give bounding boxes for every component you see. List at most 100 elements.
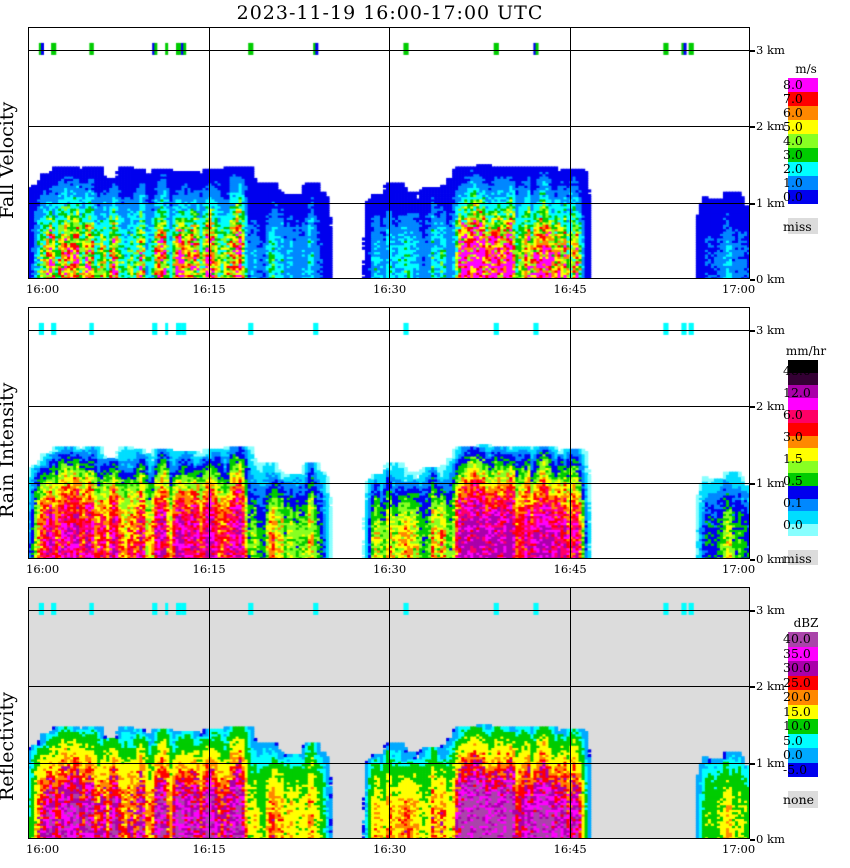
colorbar-swatch [788, 372, 818, 386]
colorbar-swatch [788, 448, 818, 461]
colorbar-swatch [788, 410, 818, 423]
colorbar-tick-label: 5.0 [783, 732, 803, 748]
colorbar-swatch [788, 675, 818, 690]
y-tick-mark [750, 50, 755, 52]
colorbar-tick-label: 40.0 [783, 631, 811, 647]
x-tick-label: 16:00 [26, 562, 60, 576]
colorbar-swatch [788, 498, 818, 512]
gridline-v-1 [209, 307, 210, 559]
y-tick-mark [750, 763, 755, 765]
colorbar-tick-label: 25.0 [783, 674, 811, 690]
colorbar-missing-swatch [788, 550, 818, 565]
colorbar-swatch [788, 190, 818, 204]
colorbar-swatch [788, 704, 818, 719]
y-tick-mark [750, 559, 755, 561]
gridline-v-3 [570, 307, 571, 559]
colorbar-tick-label: -5.0 [783, 761, 808, 777]
x-tick-label: 16:15 [192, 282, 226, 296]
colorbar-tick-label: 30.0 [783, 660, 811, 676]
y-tick-label: 2 km [756, 399, 785, 414]
colorbar-unit-label: dBZ [793, 616, 819, 630]
colorbar-swatch [788, 134, 818, 148]
colorbar-tick-label: 10.0 [783, 718, 811, 734]
axis-title-reflectivity: Reflectivity [0, 692, 18, 802]
colorbar-swatch [788, 762, 818, 777]
y-tick-label: 2 km [756, 119, 785, 134]
colorbar-swatch [788, 422, 818, 436]
y-tick-mark [750, 126, 755, 128]
y-tick-label: 0 km [756, 832, 785, 846]
colorbar-swatches [788, 632, 818, 777]
colorbar-tick-label: 4.0 [783, 133, 803, 148]
colorbar-swatch [788, 632, 818, 647]
colorbar-swatch [788, 106, 818, 120]
colorbar-swatch [788, 511, 818, 524]
x-tick-label: 17:00 [722, 842, 756, 856]
colorbar-swatch [788, 748, 818, 763]
colorbar-unit-label: m/s [795, 62, 817, 76]
colorbar-swatch [788, 733, 818, 748]
colorbar-tick-label: 48.0 [783, 363, 811, 379]
colorbar-swatches [788, 78, 818, 204]
colorbar-swatch [788, 485, 818, 499]
x-tick-label: 16:30 [373, 282, 407, 296]
colorbar-tick-label: 3.0 [783, 147, 803, 162]
y-tick-label: 0 km [756, 552, 785, 566]
y-tick-mark [750, 610, 755, 612]
colorbar-swatch [788, 92, 818, 106]
x-tick-label: 16:00 [26, 842, 60, 856]
colorbar-swatch [788, 473, 818, 486]
x-tick-label: 17:00 [722, 282, 756, 296]
colorbar-tick-label: 6.0 [783, 407, 803, 423]
gridline-v-1 [209, 587, 210, 839]
y-tick-mark [750, 406, 755, 408]
colorbar-swatch [788, 719, 818, 734]
colorbar-missing-swatch [788, 218, 818, 234]
axis-title-fall-velocity: Fall Velocity [0, 101, 18, 219]
panel-rain-intensity [28, 307, 750, 559]
axis-title-rain-intensity: Rain Intensity [0, 382, 18, 518]
colorbar-tick-label: 1.5 [783, 451, 803, 467]
colorbar-tick-label: 5.0 [783, 119, 803, 134]
colorbar-tick-label: 12.0 [783, 385, 811, 401]
y-tick-mark [750, 686, 755, 688]
colorbar-swatch [788, 385, 818, 398]
colorbar-swatch [788, 690, 818, 705]
colorbar-tick-label: 6.0 [783, 105, 803, 120]
colorbar-missing-label: miss [783, 551, 812, 567]
colorbar-swatch [788, 435, 818, 449]
colorbar-tick-label: 0.0 [783, 747, 803, 763]
colorbar-unit-label: mm/hr [785, 344, 827, 358]
x-tick-label: 16:15 [192, 562, 226, 576]
colorbar-tick-label: 20.0 [783, 689, 811, 705]
panel-fall-velocity [28, 27, 750, 279]
x-tick-label: 16:45 [553, 842, 587, 856]
y-tick-label: 0 km [756, 272, 785, 286]
y-tick-mark [750, 330, 755, 332]
colorbar-tick-label: 0.1 [783, 495, 803, 511]
y-tick-label: 1 km [756, 195, 785, 210]
colorbar-swatches [788, 360, 818, 537]
x-tick-label: 16:30 [373, 562, 407, 576]
x-tick-label: 17:00 [722, 562, 756, 576]
colorbar-missing-label: none [783, 792, 815, 807]
colorbar-missing-swatch [788, 791, 818, 808]
colorbar-swatch [788, 78, 818, 92]
x-tick-label: 16:00 [26, 282, 60, 296]
panel-reflectivity [28, 587, 750, 839]
colorbar-tick-label: 0.0 [783, 189, 803, 204]
y-tick-label: 3 km [756, 322, 785, 337]
colorbar-tick-label: 15.0 [783, 703, 811, 719]
colorbar-tick-label: 2.0 [783, 161, 803, 176]
gridline-v-3 [570, 27, 571, 279]
colorbar-tick-label: 3.0 [783, 429, 803, 445]
colorbar-swatch [788, 397, 818, 411]
colorbar-tick-label: 0.0 [783, 517, 803, 533]
colorbar-tick-label: 8.0 [783, 77, 803, 92]
colorbar-swatch [788, 460, 818, 474]
gridline-v-2 [389, 587, 390, 839]
colorbar-swatch [788, 661, 818, 676]
colorbar-swatch [788, 162, 818, 176]
colorbar-swatch [788, 360, 818, 373]
y-tick-mark [750, 203, 755, 205]
